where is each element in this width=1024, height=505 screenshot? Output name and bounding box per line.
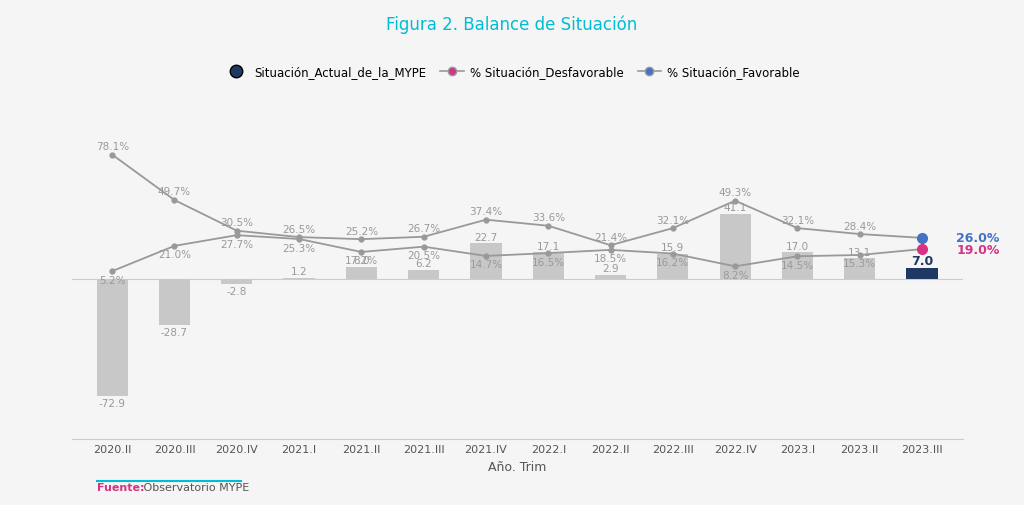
Text: 26.0%: 26.0% bbox=[956, 232, 999, 245]
Text: 8.0: 8.0 bbox=[353, 256, 370, 266]
Text: 28.4%: 28.4% bbox=[843, 221, 877, 231]
Legend: Situación_Actual_de_la_MYPE, % Situación_Desfavorable, % Situación_Favorable: Situación_Actual_de_la_MYPE, % Situación… bbox=[219, 62, 805, 84]
Text: 26.7%: 26.7% bbox=[408, 224, 440, 234]
Text: 5.2%: 5.2% bbox=[99, 275, 125, 285]
Bar bbox=[595, 275, 626, 280]
Bar bbox=[284, 278, 314, 280]
Text: -2.8: -2.8 bbox=[226, 286, 247, 296]
Text: 14.7%: 14.7% bbox=[469, 260, 503, 270]
Text: Observatorio MYPE: Observatorio MYPE bbox=[140, 482, 250, 492]
Bar bbox=[906, 269, 938, 280]
Text: 15.3%: 15.3% bbox=[843, 259, 877, 269]
Text: 6.2: 6.2 bbox=[416, 259, 432, 268]
Text: 17.2%: 17.2% bbox=[345, 256, 378, 266]
Text: -72.9: -72.9 bbox=[98, 398, 126, 408]
Text: 33.6%: 33.6% bbox=[531, 213, 565, 223]
Bar bbox=[532, 252, 564, 280]
Text: 78.1%: 78.1% bbox=[95, 142, 129, 152]
Text: 26.5%: 26.5% bbox=[283, 224, 315, 234]
Bar bbox=[96, 280, 128, 396]
Text: 25.2%: 25.2% bbox=[345, 226, 378, 236]
Bar bbox=[159, 280, 190, 326]
Text: 21.0%: 21.0% bbox=[158, 250, 190, 260]
Text: 2.9: 2.9 bbox=[602, 264, 618, 274]
Text: 19.0%: 19.0% bbox=[956, 243, 999, 256]
Text: 25.3%: 25.3% bbox=[283, 243, 315, 253]
Text: 1.2: 1.2 bbox=[291, 267, 307, 276]
Text: 13.1: 13.1 bbox=[848, 247, 871, 258]
Bar bbox=[409, 270, 439, 280]
Text: 49.3%: 49.3% bbox=[719, 188, 752, 198]
Bar bbox=[657, 255, 688, 280]
Text: 17.0: 17.0 bbox=[785, 241, 809, 251]
Text: 16.2%: 16.2% bbox=[656, 258, 689, 268]
Text: 37.4%: 37.4% bbox=[469, 207, 503, 217]
Text: 22.7: 22.7 bbox=[474, 232, 498, 242]
Bar bbox=[720, 214, 751, 280]
Text: 32.1%: 32.1% bbox=[656, 215, 689, 225]
Bar bbox=[782, 253, 813, 280]
Text: 14.5%: 14.5% bbox=[781, 260, 814, 270]
Text: 18.5%: 18.5% bbox=[594, 254, 627, 264]
Text: 8.2%: 8.2% bbox=[722, 270, 749, 280]
Text: 41.1: 41.1 bbox=[724, 203, 746, 213]
Bar bbox=[221, 280, 252, 284]
Text: Figura 2. Balance de Situación: Figura 2. Balance de Situación bbox=[386, 15, 638, 34]
Text: Fuente:: Fuente: bbox=[97, 482, 144, 492]
Text: 7.0: 7.0 bbox=[911, 254, 933, 267]
Text: 17.1: 17.1 bbox=[537, 241, 560, 251]
Text: 15.9: 15.9 bbox=[662, 243, 684, 253]
X-axis label: Año. Trim: Año. Trim bbox=[487, 460, 547, 473]
Bar bbox=[844, 259, 876, 280]
Text: 20.5%: 20.5% bbox=[408, 250, 440, 261]
Text: 27.7%: 27.7% bbox=[220, 239, 253, 249]
Text: -28.7: -28.7 bbox=[161, 327, 188, 337]
Bar bbox=[346, 267, 377, 280]
Text: 49.7%: 49.7% bbox=[158, 187, 191, 197]
Bar bbox=[470, 244, 502, 280]
Text: 30.5%: 30.5% bbox=[220, 218, 253, 228]
Text: 16.5%: 16.5% bbox=[531, 257, 565, 267]
Text: 21.4%: 21.4% bbox=[594, 232, 627, 242]
Text: 32.1%: 32.1% bbox=[781, 215, 814, 225]
